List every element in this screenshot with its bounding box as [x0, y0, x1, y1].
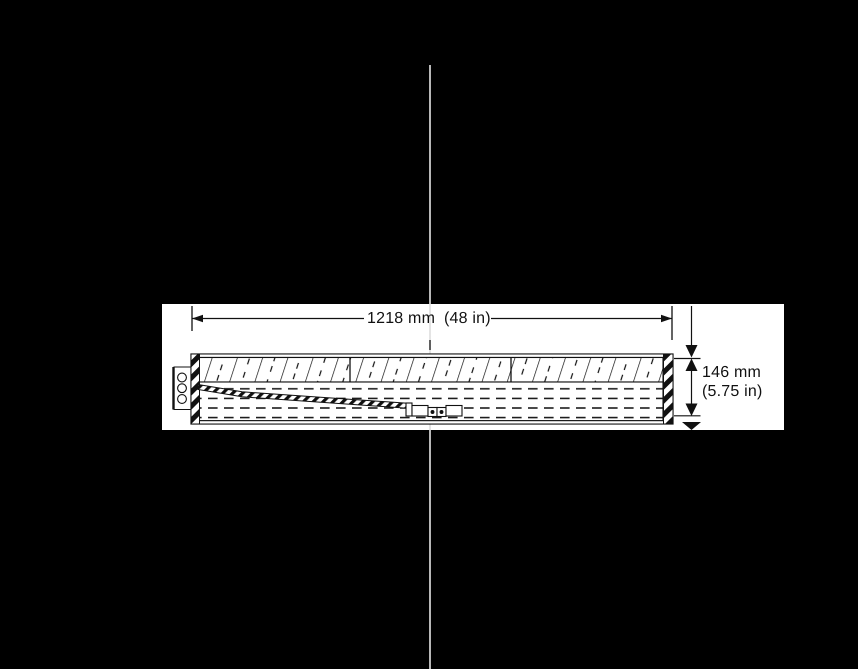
- svg-text:1218 mm: 1218 mm: [367, 310, 435, 327]
- svg-text:(48 in): (48 in): [444, 310, 491, 327]
- svg-text:(5.75 in): (5.75 in): [702, 383, 763, 400]
- svg-text:146 mm: 146 mm: [702, 364, 761, 381]
